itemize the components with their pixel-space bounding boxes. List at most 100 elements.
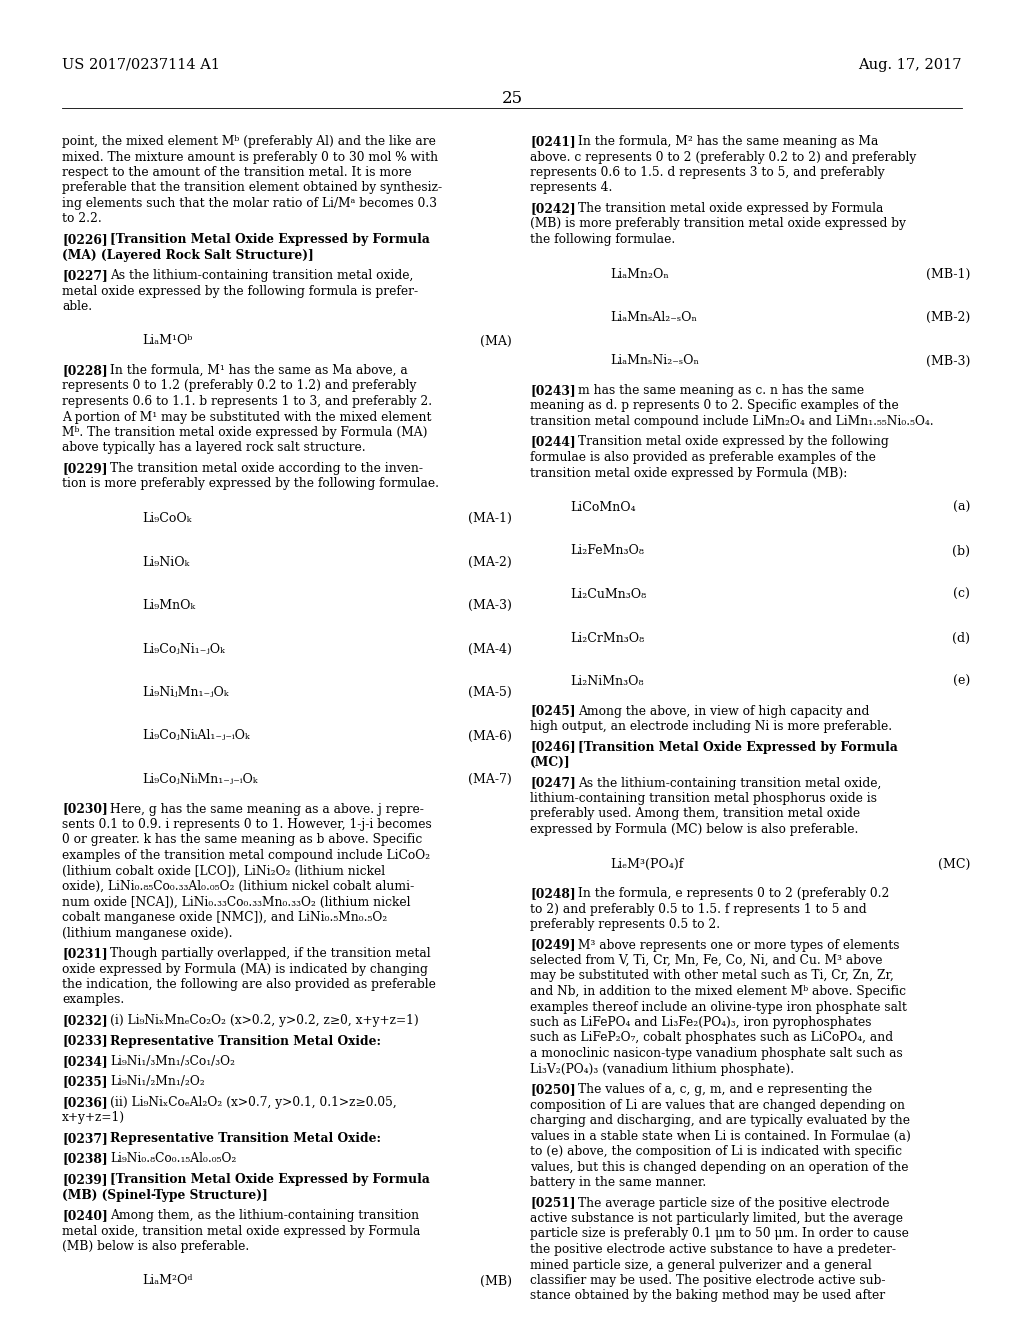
Text: As the lithium-containing transition metal oxide,: As the lithium-containing transition met… [110,269,414,282]
Text: the following formulae.: the following formulae. [530,234,675,246]
Text: (MA-3): (MA-3) [468,599,512,612]
Text: [0251]: [0251] [530,1196,575,1209]
Text: a monoclinic nasicon-type vanadium phosphate salt such as: a monoclinic nasicon-type vanadium phosp… [530,1047,903,1060]
Text: selected from V, Ti, Cr, Mn, Fe, Co, Ni, and Cu. M³ above: selected from V, Ti, Cr, Mn, Fe, Co, Ni,… [530,954,883,968]
Text: Li₂CuMn₃O₈: Li₂CuMn₃O₈ [570,587,646,601]
Text: [0236]: [0236] [62,1096,108,1109]
Text: The transition metal oxide according to the inven-: The transition metal oxide according to … [110,462,423,475]
Text: (e): (e) [952,675,970,688]
Text: In the formula, M¹ has the same as Ma above, a: In the formula, M¹ has the same as Ma ab… [110,364,408,378]
Text: charging and discharging, and are typically evaluated by the: charging and discharging, and are typica… [530,1114,910,1127]
Text: The values of a, c, g, m, and e representing the: The values of a, c, g, m, and e represen… [578,1082,872,1096]
Text: (MB) (Spinel-Type Structure)]: (MB) (Spinel-Type Structure)] [62,1188,267,1201]
Text: [0242]: [0242] [530,202,575,215]
Text: US 2017/0237114 A1: US 2017/0237114 A1 [62,58,220,73]
Text: [0250]: [0250] [530,1082,575,1096]
Text: Here, g has the same meaning as a above. j repre-: Here, g has the same meaning as a above.… [110,803,424,816]
Text: Though partially overlapped, if the transition metal: Though partially overlapped, if the tran… [110,946,431,960]
Text: stance obtained by the baking method may be used after: stance obtained by the baking method may… [530,1290,885,1303]
Text: [0241]: [0241] [530,135,575,148]
Text: Representative Transition Metal Oxide:: Representative Transition Metal Oxide: [110,1035,381,1048]
Text: M³ above represents one or more types of elements: M³ above represents one or more types of… [578,939,899,952]
Text: (MB) is more preferably transition metal oxide expressed by: (MB) is more preferably transition metal… [530,218,906,231]
Text: [0245]: [0245] [530,705,575,718]
Text: Li₂NiMn₃O₈: Li₂NiMn₃O₈ [570,675,643,688]
Text: high output, an electrode including Ni is more preferable.: high output, an electrode including Ni i… [530,719,892,733]
Text: to 2.2.: to 2.2. [62,213,101,226]
Text: the indication, the following are also provided as preferable: the indication, the following are also p… [62,978,436,991]
Text: battery in the same manner.: battery in the same manner. [530,1176,707,1189]
Text: [Transition Metal Oxide Expressed by Formula: [Transition Metal Oxide Expressed by For… [578,741,898,754]
Text: [Transition Metal Oxide Expressed by Formula: [Transition Metal Oxide Expressed by For… [110,234,430,246]
Text: point, the mixed element Mᵇ (preferably Al) and the like are: point, the mixed element Mᵇ (preferably … [62,135,436,148]
Text: LiCoMnO₄: LiCoMnO₄ [570,502,636,513]
Text: lithium-containing transition metal phosphorus oxide is: lithium-containing transition metal phos… [530,792,877,805]
Text: examples.: examples. [62,994,124,1006]
Text: [0246]: [0246] [530,741,575,754]
Text: Among the above, in view of high capacity and: Among the above, in view of high capacit… [578,705,869,718]
Text: metal oxide, transition metal oxide expressed by Formula: metal oxide, transition metal oxide expr… [62,1225,421,1238]
Text: Li₉Ni₁/₃Mn₁/₃Co₁/₃O₂: Li₉Ni₁/₃Mn₁/₃Co₁/₃O₂ [110,1055,234,1068]
Text: [0231]: [0231] [62,946,108,960]
Text: above. c represents 0 to 2 (preferably 0.2 to 2) and preferably: above. c represents 0 to 2 (preferably 0… [530,150,916,164]
Text: Li₉NiOₖ: Li₉NiOₖ [142,556,189,569]
Text: 25: 25 [502,90,522,107]
Text: Li₉Ni₀.₈Co₀.₁₅Al₀.₀₅O₂: Li₉Ni₀.₈Co₀.₁₅Al₀.₀₅O₂ [110,1152,237,1166]
Text: examples thereof include an olivine-type iron phosphate salt: examples thereof include an olivine-type… [530,1001,907,1014]
Text: Mᵇ. The transition metal oxide expressed by Formula (MA): Mᵇ. The transition metal oxide expressed… [62,426,427,440]
Text: represents 4.: represents 4. [530,181,612,194]
Text: Li₃V₂(PO₄)₃ (vanadium lithium phosphate).: Li₃V₂(PO₄)₃ (vanadium lithium phosphate)… [530,1063,795,1076]
Text: (lithium manganese oxide).: (lithium manganese oxide). [62,927,232,940]
Text: [0229]: [0229] [62,462,108,475]
Text: (MB): (MB) [480,1275,512,1287]
Text: [0227]: [0227] [62,269,108,282]
Text: such as LiFeP₂O₇, cobalt phosphates such as LiCoPO₄, and: such as LiFeP₂O₇, cobalt phosphates such… [530,1031,893,1044]
Text: composition of Li are values that are changed depending on: composition of Li are values that are ch… [530,1098,905,1111]
Text: In the formula, e represents 0 to 2 (preferably 0.2: In the formula, e represents 0 to 2 (pre… [578,887,890,900]
Text: A portion of M¹ may be substituted with the mixed element: A portion of M¹ may be substituted with … [62,411,431,424]
Text: represents 0.6 to 1.5. d represents 3 to 5, and preferably: represents 0.6 to 1.5. d represents 3 to… [530,166,885,180]
Text: cobalt manganese oxide [NMC]), and LiNi₀.₅Mn₀.₅O₂: cobalt manganese oxide [NMC]), and LiNi₀… [62,911,387,924]
Text: (MB-3): (MB-3) [926,355,970,367]
Text: [0237]: [0237] [62,1133,108,1144]
Text: the positive electrode active substance to have a predeter-: the positive electrode active substance … [530,1243,896,1257]
Text: meaning as d. p represents 0 to 2. Specific examples of the: meaning as d. p represents 0 to 2. Speci… [530,400,899,412]
Text: LiₐM²Oᵈ: LiₐM²Oᵈ [142,1275,193,1287]
Text: transition metal compound include LiMn₂O₄ and LiMn₁.₅₅Ni₀.₅O₄.: transition metal compound include LiMn₂O… [530,414,934,428]
Text: [0232]: [0232] [62,1014,108,1027]
Text: [0239]: [0239] [62,1173,108,1185]
Text: [0228]: [0228] [62,364,108,378]
Text: Transition metal oxide expressed by the following: Transition metal oxide expressed by the … [578,436,889,449]
Text: (MA-2): (MA-2) [468,556,512,569]
Text: to 2) and preferably 0.5 to 1.5. f represents 1 to 5 and: to 2) and preferably 0.5 to 1.5. f repre… [530,903,866,916]
Text: Representative Transition Metal Oxide:: Representative Transition Metal Oxide: [110,1133,381,1144]
Text: (MA): (MA) [480,334,512,347]
Text: transition metal oxide expressed by Formula (MB):: transition metal oxide expressed by Form… [530,466,848,479]
Text: (d): (d) [952,631,970,644]
Text: [0235]: [0235] [62,1076,108,1089]
Text: (MC)]: (MC)] [530,756,570,770]
Text: (b): (b) [952,544,970,557]
Text: formulae is also provided as preferable examples of the: formulae is also provided as preferable … [530,451,876,465]
Text: (MB-1): (MB-1) [926,268,970,281]
Text: (c): (c) [953,587,970,601]
Text: such as LiFePO₄ and Li₃Fe₂(PO₄)₃, iron pyrophosphates: such as LiFePO₄ and Li₃Fe₂(PO₄)₃, iron p… [530,1016,871,1030]
Text: [0233]: [0233] [62,1035,108,1048]
Text: Li₂CrMn₃O₈: Li₂CrMn₃O₈ [570,631,644,644]
Text: x+y+z=1): x+y+z=1) [62,1111,125,1125]
Text: respect to the amount of the transition metal. It is more: respect to the amount of the transition … [62,166,412,180]
Text: Li₉CoⱼNi₁₋ⱼOₖ: Li₉CoⱼNi₁₋ⱼOₖ [142,643,224,656]
Text: Li₉NiⱼMn₁₋ⱼOₖ: Li₉NiⱼMn₁₋ⱼOₖ [142,686,228,700]
Text: As the lithium-containing transition metal oxide,: As the lithium-containing transition met… [578,776,882,789]
Text: [0244]: [0244] [530,436,575,449]
Text: expressed by Formula (MC) below is also preferable.: expressed by Formula (MC) below is also … [530,822,858,836]
Text: to (e) above, the composition of Li is indicated with specific: to (e) above, the composition of Li is i… [530,1144,902,1158]
Text: Among them, as the lithium-containing transition: Among them, as the lithium-containing tr… [110,1209,419,1222]
Text: Li₉CoOₖ: Li₉CoOₖ [142,512,191,525]
Text: [0238]: [0238] [62,1152,108,1166]
Text: LiₐMnₛAl₂₋ₛOₙ: LiₐMnₛAl₂₋ₛOₙ [610,312,697,323]
Text: tion is more preferably expressed by the following formulae.: tion is more preferably expressed by the… [62,478,439,491]
Text: LiₐMn₂Oₙ: LiₐMn₂Oₙ [610,268,669,281]
Text: (MA) (Layered Rock Salt Structure)]: (MA) (Layered Rock Salt Structure)] [62,248,313,261]
Text: m has the same meaning as c. n has the same: m has the same meaning as c. n has the s… [578,384,864,397]
